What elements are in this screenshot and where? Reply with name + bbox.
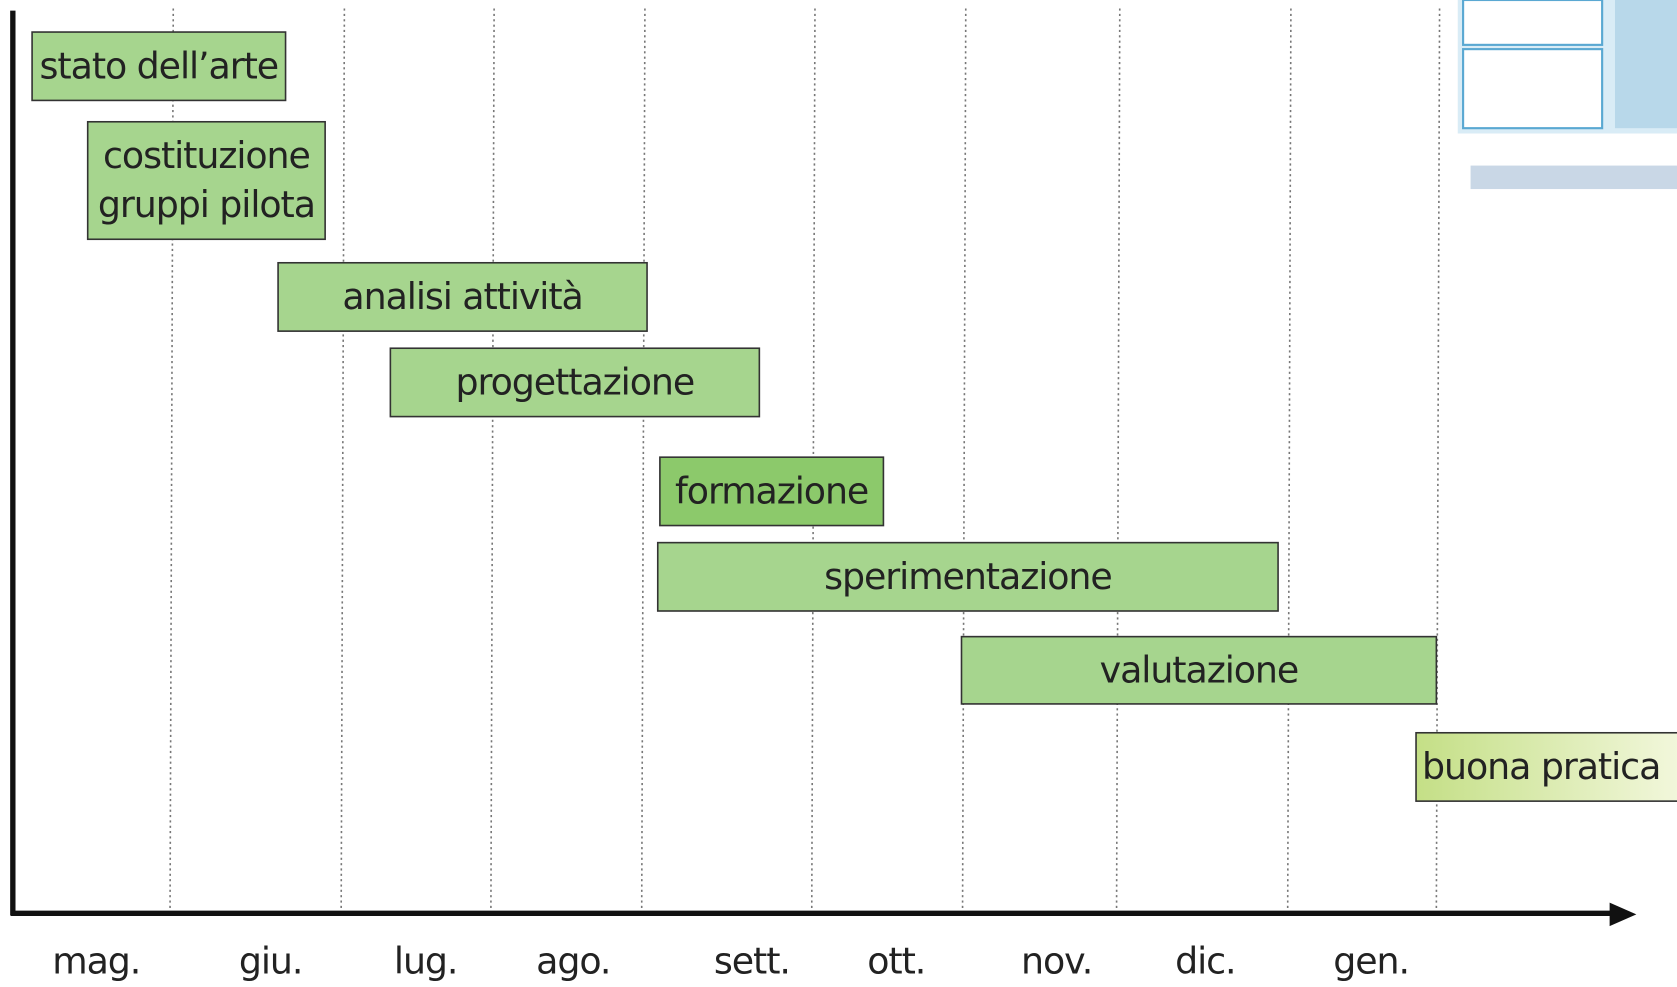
- task-label: gruppi pilota: [98, 183, 315, 226]
- task-label: stato dell’arte: [40, 44, 279, 87]
- grid-line: [1288, 9, 1291, 908]
- task-label: valutazione: [1100, 648, 1299, 691]
- grid-line: [642, 9, 645, 908]
- grid-line: [963, 9, 966, 908]
- thumbnail: [1458, 0, 1677, 189]
- grid-line: [491, 9, 494, 908]
- month-label: dic.: [1175, 940, 1235, 983]
- timeline-diagram: stato dell’arte costituzione gruppi pilota…: [0, 0, 1677, 987]
- month-label: sett.: [714, 940, 790, 983]
- task-label: analisi attività: [342, 275, 582, 318]
- month-label: giu.: [239, 940, 302, 983]
- month-label: nov.: [1021, 940, 1092, 983]
- month-label: lug.: [394, 940, 457, 983]
- axis-arrow: [1610, 903, 1637, 927]
- month-label: mag.: [52, 940, 140, 983]
- month-label: ott.: [867, 940, 925, 983]
- task-label: sperimentazione: [824, 555, 1112, 598]
- task-label: costituzione: [103, 134, 310, 177]
- month-label: gen.: [1333, 940, 1409, 983]
- task-label: progettazione: [456, 361, 695, 404]
- task-label: formazione: [675, 470, 868, 513]
- month-label: ago.: [536, 940, 610, 983]
- task-label: buona pratica: [1422, 745, 1660, 788]
- grid-line: [1117, 9, 1120, 908]
- grid-line: [341, 9, 344, 908]
